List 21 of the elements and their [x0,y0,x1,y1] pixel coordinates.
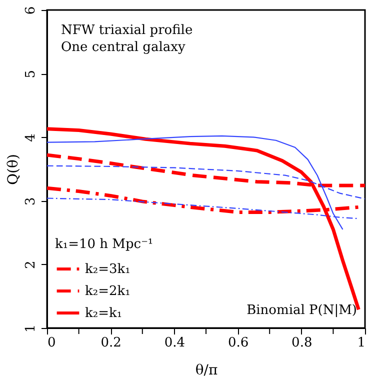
legend-label: k₂=k₁ [85,306,122,321]
y-tick-label: 3 [24,197,38,206]
x-tick-label: 0.6 [228,336,249,350]
legend-label: k₂=2k₁ [85,284,130,299]
y-tick-label: 6 [24,6,38,15]
x-axis-title: θ/π [195,362,218,378]
y-tick-label: 5 [24,70,38,78]
x-tick-label: 0.8 [292,336,312,350]
annotation: One central galaxy [61,40,186,55]
x-tick-label: 0.2 [100,336,122,350]
y-axis-title: Q(θ) [6,154,22,185]
x-tick-label: 0 [48,336,56,350]
annotation: Binomial P(N|M) [246,303,357,318]
y-tick-label: 2 [24,260,38,270]
legend-title: k₁=10 h Mpc⁻¹ [55,237,154,252]
y-tick-label: 1 [24,324,38,333]
annotation: NFW triaxial profile [61,23,193,38]
y-tick-label: 4 [24,134,38,142]
x-tick-label: 0.4 [164,336,186,350]
x-tick-label: 1 [357,336,366,350]
legend-label: k₂=3k₁ [85,262,130,277]
